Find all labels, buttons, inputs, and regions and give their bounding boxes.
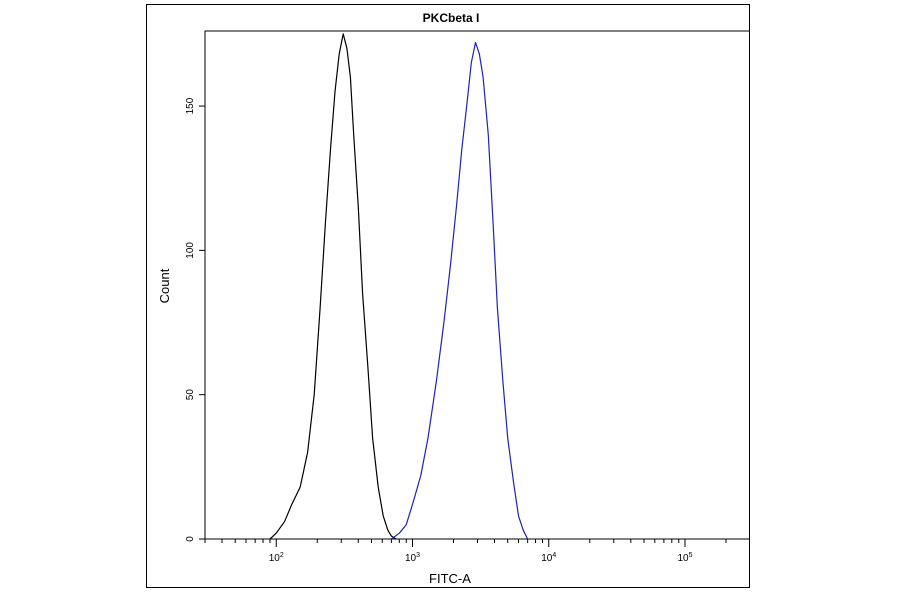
chart-title: PKCbeta I bbox=[423, 11, 480, 25]
y-tick-label-100: 100 bbox=[185, 242, 196, 259]
y-tick-label-150: 150 bbox=[185, 97, 196, 114]
x-tick-label-100000: 105 bbox=[677, 552, 692, 564]
plot-area: 0 50 100 150 102 103 104 105 bbox=[185, 30, 749, 564]
chart-svg: PKCbeta I Count FITC-A 0 50 100 150 102 103 10… bbox=[157, 11, 749, 586]
x-tick-label-10000: 104 bbox=[541, 552, 556, 564]
y-tick-label-50: 50 bbox=[185, 389, 196, 401]
x-tick-label-100: 102 bbox=[269, 552, 284, 564]
y-axis-title: Count bbox=[157, 268, 172, 303]
plot-border bbox=[204, 30, 749, 540]
chart-frame: PKCbeta I Count FITC-A 0 50 100 150 102 103 10… bbox=[146, 4, 750, 588]
histogram-series-2 bbox=[391, 41, 529, 540]
x-tick-label-1000: 103 bbox=[405, 552, 420, 564]
x-axis-title: FITC-A bbox=[429, 571, 471, 586]
y-tick-label-0: 0 bbox=[185, 536, 196, 542]
histogram-series-1 bbox=[269, 33, 397, 540]
